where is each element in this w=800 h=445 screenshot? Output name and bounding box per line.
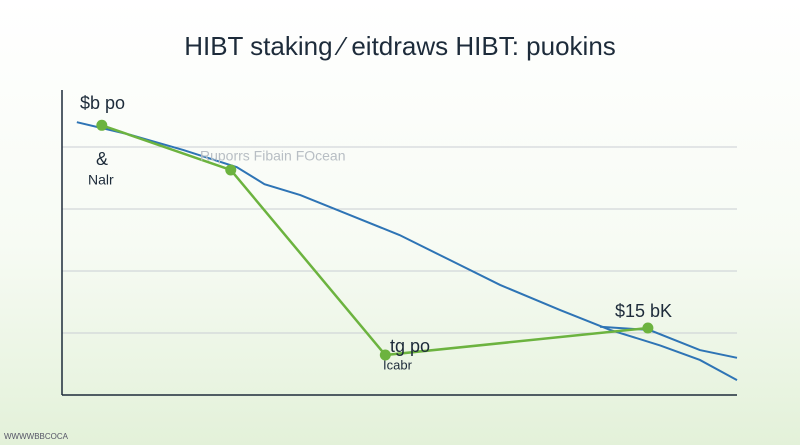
line: [101, 124, 649, 357]
annotation: Nalr: [88, 172, 114, 188]
chart-title: HIBT staking ⁄ eitdraws HIBT: puokins: [184, 31, 616, 61]
point: [379, 349, 391, 361]
annotation: $b po: [80, 93, 125, 113]
line: [599, 325, 738, 359]
annotation: &: [96, 149, 108, 169]
annotation: Icabr: [383, 357, 413, 372]
annotation: tg po: [390, 336, 430, 356]
annotation: $15 bK: [615, 301, 672, 321]
line: [76, 121, 738, 381]
point: [225, 164, 237, 176]
footer: WWWWBBCOCA: [4, 432, 69, 441]
point: [96, 119, 108, 131]
annotation: Ruporrs Fibain FOcean: [200, 148, 346, 164]
plot: [76, 119, 738, 381]
point: [642, 322, 654, 334]
